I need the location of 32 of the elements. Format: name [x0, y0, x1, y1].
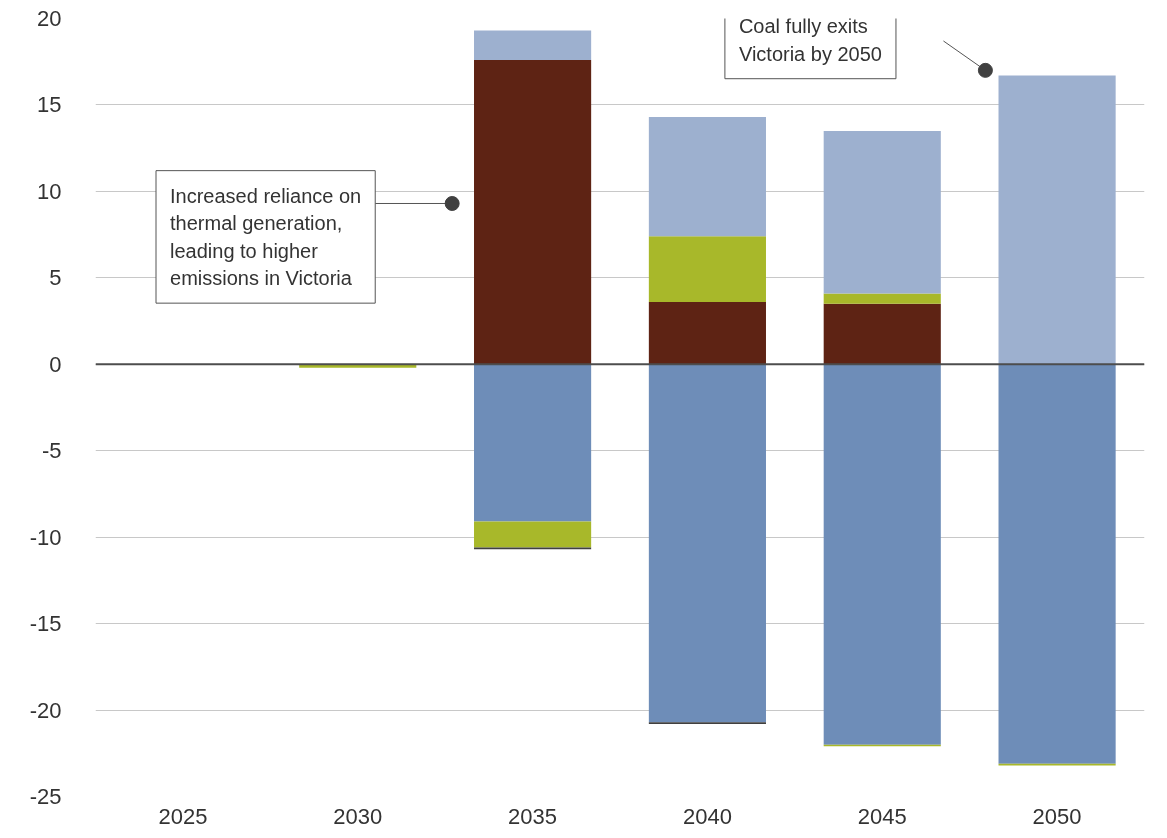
- y-tick-label: 20: [37, 6, 62, 31]
- y-tick-label: -20: [29, 697, 62, 723]
- bar: [474, 521, 592, 548]
- bar: [474, 30, 592, 60]
- bar: [998, 364, 1116, 764]
- x-tick-label: 2050: [1032, 803, 1082, 829]
- bar: [823, 364, 941, 745]
- bar: [648, 236, 766, 303]
- bar: [823, 303, 941, 365]
- bar: [474, 59, 592, 365]
- bar: [648, 364, 766, 723]
- bar: [823, 130, 941, 294]
- bar: [823, 293, 941, 304]
- bar: [648, 117, 766, 237]
- x-tick-label: 2045: [857, 803, 907, 829]
- y-tick-label: 0: [49, 351, 62, 377]
- y-tick-label: 10: [37, 178, 62, 204]
- bar: [998, 75, 1116, 365]
- x-tick-label: 2025: [158, 803, 208, 829]
- y-tick-label: -25: [29, 784, 62, 809]
- y-tick-label: 5: [49, 265, 62, 291]
- annotation: Increased reliance on thermal generation, leading to higher emissions in Victoria: [170, 184, 362, 290]
- x-tick-label: 2030: [333, 803, 383, 829]
- annotation: Coal fully exits Victoria by 2050: [738, 15, 882, 65]
- x-tick-label: 2035: [508, 803, 558, 829]
- x-tick-label: 2040: [682, 803, 732, 829]
- bar: [474, 364, 592, 522]
- y-tick-label: -15: [29, 611, 62, 637]
- bar: [648, 302, 766, 365]
- y-tick-label: -10: [29, 524, 62, 550]
- y-tick-label: -5: [41, 438, 62, 464]
- y-tick-label: 15: [37, 92, 62, 118]
